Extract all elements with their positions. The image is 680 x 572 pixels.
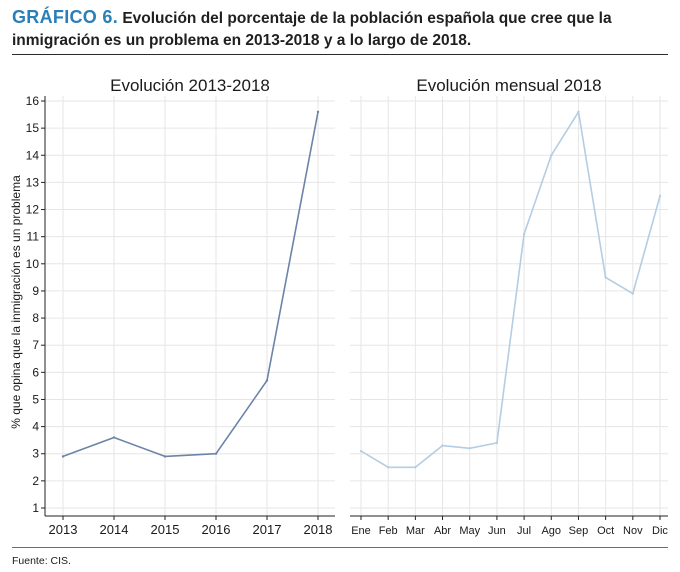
y-tick-label: 10 — [26, 257, 40, 271]
monthly-data-point — [495, 441, 499, 445]
annual-x-tick-label: 2017 — [253, 522, 282, 537]
y-axis-label: % que opina que la inmigración es un pro… — [9, 175, 23, 429]
monthly-x-tick-label: Jul — [517, 525, 531, 537]
annual-series-line — [62, 111, 319, 458]
y-tick-label: 1 — [32, 501, 39, 515]
source-note: Fuente: CIS. — [12, 555, 71, 567]
figure-title: GRÁFICO 6. Evolución del porcentaje de l… — [12, 6, 672, 52]
monthly-data-point — [658, 194, 662, 198]
annual-data-point — [61, 455, 65, 458]
monthly-data-point — [468, 447, 471, 450]
annual-x-tick-label: 2018 — [304, 522, 333, 537]
monthly-x-tick-label: Sep — [569, 525, 589, 537]
y-tick-label: 6 — [32, 365, 39, 379]
footer-rule — [12, 547, 668, 548]
monthly-x-tick-label: Ene — [351, 525, 371, 537]
monthly-series-line — [360, 111, 661, 469]
monthly-x-tick-label: Mar — [406, 525, 425, 537]
y-tick-label: 16 — [26, 94, 40, 108]
y-tick-label: 9 — [32, 284, 39, 298]
monthly-data-point — [441, 444, 444, 447]
monthly-data-point — [631, 292, 635, 295]
monthly-data-point — [359, 449, 363, 453]
monthly-x-tick-label: Ago — [541, 525, 561, 537]
monthly-data-point — [577, 110, 580, 114]
y-tick-label: 2 — [32, 474, 39, 488]
figure-title-text: Evolución del porcentaje de la población… — [12, 10, 612, 49]
monthly-data-point — [604, 276, 607, 279]
monthly-x-tick-label: Nov — [623, 525, 643, 537]
annual-data-point — [316, 110, 320, 114]
y-tick-label: 12 — [26, 203, 40, 217]
y-tick-label: 15 — [26, 121, 40, 135]
monthly-data-point — [414, 466, 417, 469]
y-tick-label: 8 — [32, 311, 39, 325]
chart-annual-title: Evolución 2013-2018 — [110, 76, 270, 95]
monthly-x-tick-label: Dic — [652, 525, 668, 537]
y-tick-label: 13 — [26, 175, 40, 189]
chart-monthly: Evolución mensual 2018 Ene Feb Mar Abr May Ju… — [350, 76, 668, 537]
monthly-x-tick-label: Abr — [434, 525, 451, 537]
annual-data-point — [163, 455, 167, 458]
y-tick-label: 4 — [32, 420, 39, 434]
annual-data-point — [214, 452, 218, 455]
y-tick-label: 14 — [26, 148, 40, 162]
monthly-x-tick-label: Jun — [488, 525, 506, 537]
annual-x-tick-label: 2014 — [100, 522, 129, 537]
monthly-data-point — [522, 232, 526, 236]
annual-data-point — [265, 379, 269, 382]
y-tick-label: 11 — [27, 230, 40, 244]
annual-x-tick-label: 2016 — [202, 522, 231, 537]
y-tick-label: 3 — [32, 447, 39, 461]
monthly-x-tick-label: Oct — [597, 525, 614, 537]
monthly-data-point — [386, 466, 390, 469]
title-rule — [12, 54, 668, 55]
chart-monthly-title: Evolución mensual 2018 — [416, 76, 601, 95]
monthly-data-point — [550, 154, 553, 157]
annual-x-tick-label: 2015 — [151, 522, 180, 537]
annual-data-point — [112, 436, 116, 439]
y-tick-label: 5 — [32, 392, 39, 406]
annual-x-tick-label: 2013 — [49, 522, 78, 537]
chart-annual: Evolución 2013-2018 % que opina que la i… — [9, 76, 335, 537]
figure-label: GRÁFICO 6. — [12, 7, 119, 27]
monthly-x-tick-label: May — [459, 525, 480, 537]
monthly-x-tick-label: Feb — [379, 525, 398, 537]
y-tick-label: 7 — [32, 338, 39, 352]
